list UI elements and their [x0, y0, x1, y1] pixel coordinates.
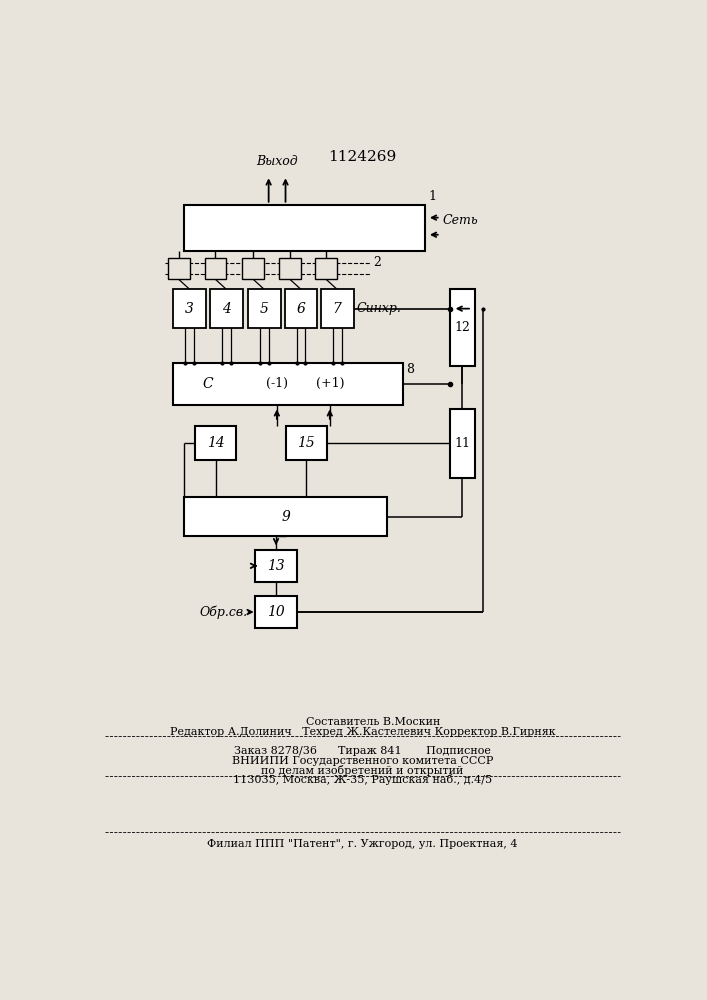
Text: Составитель В.Москин: Составитель В.Москин — [306, 717, 440, 727]
Bar — [185, 497, 387, 536]
Bar — [173, 289, 206, 328]
Bar — [195, 426, 236, 460]
Text: Синхр.: Синхр. — [356, 302, 401, 315]
Text: 8: 8 — [407, 363, 414, 376]
Bar — [255, 550, 297, 582]
Text: 10: 10 — [267, 605, 285, 619]
Bar — [243, 258, 264, 279]
Bar — [321, 289, 354, 328]
Text: 1124269: 1124269 — [328, 150, 397, 164]
Bar — [286, 426, 327, 460]
Bar — [210, 289, 243, 328]
Text: по делам изобретений и открытий: по делам изобретений и открытий — [261, 765, 464, 776]
Text: (+1): (+1) — [315, 377, 344, 390]
Text: 6: 6 — [296, 302, 305, 316]
Bar — [255, 596, 297, 628]
Text: 2: 2 — [373, 256, 380, 269]
Bar — [204, 258, 226, 279]
Bar — [168, 258, 189, 279]
Text: 4: 4 — [222, 302, 231, 316]
Text: 11: 11 — [455, 437, 470, 450]
Text: 1: 1 — [428, 190, 436, 203]
Text: 7: 7 — [333, 302, 341, 316]
Text: 15: 15 — [298, 436, 315, 450]
Text: Филиал ППП "Патент", г. Ужгород, ул. Проектная, 4: Филиал ППП "Патент", г. Ужгород, ул. Про… — [207, 839, 518, 849]
Text: 3: 3 — [185, 302, 194, 316]
Text: 14: 14 — [207, 436, 225, 450]
Text: С: С — [202, 377, 213, 391]
Text: (-1): (-1) — [266, 377, 288, 390]
Bar — [315, 258, 337, 279]
Text: 5: 5 — [259, 302, 269, 316]
Text: Редактор А.Долинич   Техред Ж.Кастелевич Корректор В.Гирняк: Редактор А.Долинич Техред Ж.Кастелевич К… — [170, 727, 555, 737]
Bar — [173, 363, 404, 405]
Text: 13: 13 — [267, 559, 285, 573]
Text: 12: 12 — [455, 321, 470, 334]
Text: Выход: Выход — [256, 155, 298, 168]
Text: ВНИИПИ Государственного комитета СССР: ВНИИПИ Государственного комитета СССР — [232, 756, 493, 766]
Text: 113035, Москва, Ж-35, Раушская наб., д.4/5: 113035, Москва, Ж-35, Раушская наб., д.4… — [233, 774, 492, 785]
Bar — [450, 289, 474, 366]
Bar — [450, 409, 474, 478]
Text: 9: 9 — [281, 510, 290, 524]
Text: Обр.св.: Обр.св. — [199, 605, 247, 619]
Bar — [248, 289, 281, 328]
Bar — [279, 258, 301, 279]
Bar — [185, 205, 426, 251]
Text: Сеть: Сеть — [443, 214, 479, 227]
Text: Заказ 8278/36      Тираж 841       Подписное: Заказ 8278/36 Тираж 841 Подписное — [234, 746, 491, 756]
Bar — [284, 289, 317, 328]
